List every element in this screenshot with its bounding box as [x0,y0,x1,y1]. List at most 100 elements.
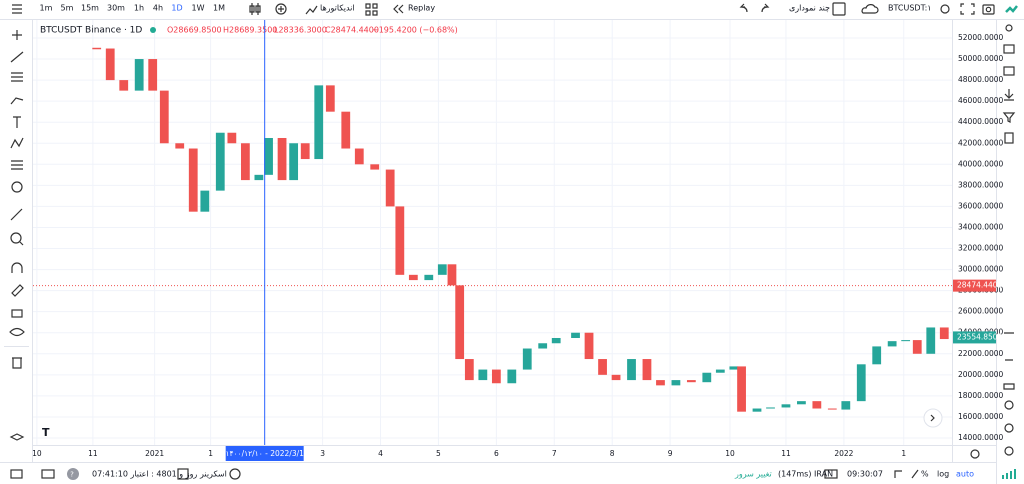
x-tick-label: 1 [901,449,906,458]
change-server[interactable]: تغییر سرور [734,470,772,479]
scroll-button[interactable] [923,408,943,428]
candle [175,143,185,149]
candle [200,190,210,212]
x-tick-label: 2021 [145,449,164,458]
y-tick-label: 48000.0000 [958,75,1004,84]
candle [598,359,607,375]
y-tick-label: 34000.0000 [958,222,1004,231]
candle [437,264,447,275]
candle [752,408,762,412]
candle [254,174,264,181]
toolbar-icons [249,2,1018,16]
x-tick-label: 11 [781,449,791,458]
indicators-button[interactable]: اندیکاتورها [320,4,355,13]
interval-button[interactable]: 30m [107,4,125,13]
candle [656,380,665,386]
candle [300,143,310,160]
candle [827,408,837,410]
interval-button[interactable]: 4h [153,4,163,13]
x-tick-label: 10 [725,449,735,458]
logo: T [42,426,50,439]
candle [781,404,791,408]
help[interactable]: ? [70,471,74,479]
status-dot [150,27,156,33]
candle [926,327,936,354]
interval-button[interactable]: 1W [192,4,205,13]
auto-toggle[interactable]: auto [956,470,974,479]
interval-button[interactable]: 1D [171,4,182,13]
x-tick-label: 2022 [834,449,853,458]
left-tools[interactable] [9,30,25,441]
candle [464,359,474,381]
interval-button[interactable]: 1m [40,4,53,13]
candle [325,85,335,112]
candle [491,369,501,384]
candle [887,341,897,347]
percent-toggle[interactable]: % [921,470,929,479]
candle [901,340,911,342]
multi-chart-button[interactable]: چند نموداری [789,4,830,13]
interval-button[interactable]: 1h [134,4,144,13]
candle [188,148,198,212]
candle [812,401,822,409]
candle [227,132,237,144]
x-tick-label: 7 [552,449,557,458]
candle [455,285,465,360]
right-tools[interactable] [1002,24,1016,479]
x-tick-label: 5 [436,449,441,458]
candle [715,369,725,373]
replay-button[interactable]: Replay [408,4,435,13]
candle [134,59,144,91]
candle [627,359,636,381]
candle [314,85,324,160]
interval-button[interactable]: 15m [81,4,99,13]
candle [584,332,594,360]
last-price-tag [953,279,996,292]
candle [395,206,405,275]
interval-button[interactable]: 5m [61,4,74,13]
credit: 07:41:10 روز و 4801 : اعتبار [92,470,197,479]
y-tick-label: 16000.0000 [958,412,1004,421]
last-price-label: 28474.4400 [957,281,1003,290]
x-tick-label: 9 [668,449,673,458]
candle [447,264,457,286]
candle [702,372,712,383]
x-tick-label: 4 [378,449,383,458]
y-tick-label: 50000.0000 [958,54,1004,63]
crosshair-tag [225,446,304,461]
candle [797,401,806,405]
candle [766,407,775,409]
y-tick-label: 40000.0000 [958,159,1004,168]
candle [289,143,299,181]
candle [215,132,225,191]
candle [522,348,532,370]
candle [148,59,158,91]
candle [119,80,129,91]
candle [341,111,351,149]
menu-icon[interactable] [12,4,22,14]
interval-button[interactable]: 1M [213,4,225,13]
y-tick-label: 44000.0000 [958,117,1004,126]
log-toggle[interactable]: log [937,470,949,479]
x-tick-label: 1 [208,449,213,458]
clock: 09:30:07 [847,470,883,479]
crosshair-label: ۱۴۰۰/۱۲/۱۰ - 2022/3/1 [225,449,304,458]
symbol-button[interactable]: BTCUSDT:۱ [888,4,932,13]
y-tick-label: 52000.0000 [958,33,1004,42]
candle [856,364,866,402]
candle [642,359,652,381]
candle [939,327,949,340]
settings-icon[interactable] [970,449,980,459]
y-tick-label: 46000.0000 [958,96,1004,105]
server: (147ms) IRAN [778,470,833,479]
candle [240,143,250,181]
symbol-title: BTCUSDT Binance · 1D [40,26,142,36]
screener[interactable]: اسکرینر [199,470,227,479]
y-tick-label: 36000.0000 [958,201,1004,210]
candle [264,137,273,175]
candle [478,369,488,381]
candle [671,380,681,386]
x-tick-label: 10 [32,449,42,458]
candle [872,346,882,365]
